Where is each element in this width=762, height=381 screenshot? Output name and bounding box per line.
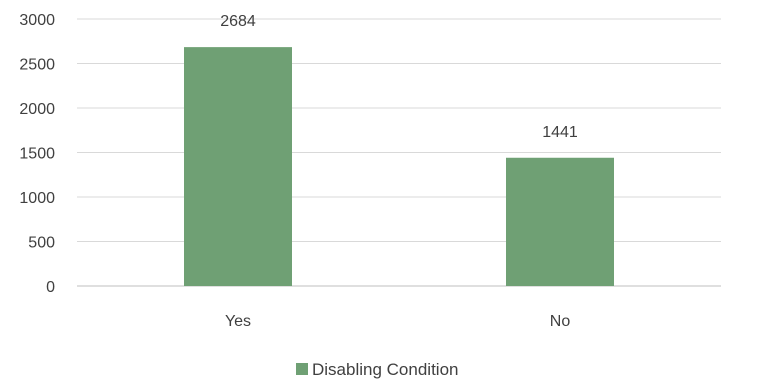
- y-tick-label: 1500: [19, 146, 55, 163]
- data-label-no: 1441: [542, 124, 578, 141]
- y-axis-tick-labels: 0 500 1000 1500 2000 2500 3000: [19, 12, 55, 296]
- x-axis-tick-labels: Yes No: [225, 313, 570, 330]
- y-tick-label: 3000: [19, 12, 55, 29]
- legend-swatch: [296, 363, 308, 375]
- bar-yes: [184, 47, 292, 287]
- y-tick-label: 500: [28, 235, 55, 252]
- x-tick-label-no: No: [550, 313, 571, 330]
- legend: Disabling Condition: [296, 360, 458, 379]
- y-tick-label: 2500: [19, 57, 55, 74]
- bar-no: [506, 157, 614, 286]
- legend-label: Disabling Condition: [312, 360, 458, 379]
- y-tick-label: 2000: [19, 101, 55, 118]
- data-labels: 2684 1441: [220, 13, 578, 141]
- gridlines: [77, 18, 721, 287]
- y-tick-label: 0: [46, 279, 55, 296]
- data-label-yes: 2684: [220, 13, 256, 30]
- bars: [184, 47, 614, 287]
- y-tick-label: 1000: [19, 190, 55, 207]
- x-tick-label-yes: Yes: [225, 313, 251, 330]
